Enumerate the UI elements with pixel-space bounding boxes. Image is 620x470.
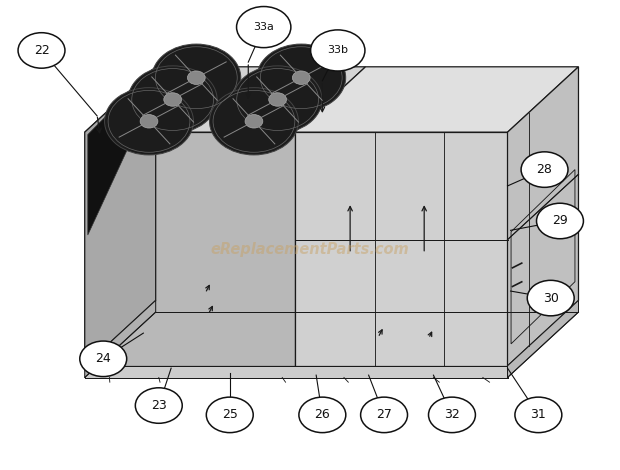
- Circle shape: [361, 397, 407, 432]
- Polygon shape: [85, 132, 294, 366]
- Text: 28: 28: [536, 163, 552, 176]
- Text: 27: 27: [376, 408, 392, 422]
- Circle shape: [128, 66, 217, 133]
- Polygon shape: [85, 300, 156, 377]
- Circle shape: [187, 71, 205, 85]
- Circle shape: [536, 203, 583, 239]
- Text: 33a: 33a: [254, 22, 274, 32]
- Circle shape: [299, 397, 346, 432]
- Circle shape: [152, 44, 241, 111]
- Circle shape: [428, 397, 476, 432]
- Polygon shape: [85, 366, 508, 377]
- Polygon shape: [294, 132, 508, 366]
- Polygon shape: [508, 67, 578, 366]
- Text: eReplacementParts.com: eReplacementParts.com: [211, 242, 409, 257]
- Circle shape: [206, 397, 253, 432]
- Circle shape: [164, 93, 182, 106]
- Circle shape: [521, 152, 568, 188]
- Text: 30: 30: [542, 291, 559, 305]
- Polygon shape: [88, 69, 153, 235]
- Circle shape: [80, 341, 126, 376]
- Circle shape: [268, 93, 286, 106]
- Text: 29: 29: [552, 214, 568, 227]
- Text: 26: 26: [314, 408, 330, 422]
- Text: 33b: 33b: [327, 46, 348, 55]
- Circle shape: [311, 30, 365, 71]
- Text: 23: 23: [151, 399, 167, 412]
- Circle shape: [140, 115, 158, 128]
- Polygon shape: [294, 67, 578, 132]
- Circle shape: [210, 88, 298, 155]
- Polygon shape: [85, 67, 156, 366]
- Circle shape: [257, 44, 346, 111]
- Circle shape: [18, 33, 65, 68]
- Text: 31: 31: [531, 408, 546, 422]
- Polygon shape: [85, 67, 366, 132]
- Text: 24: 24: [95, 352, 111, 365]
- Circle shape: [233, 66, 322, 133]
- Circle shape: [245, 115, 263, 128]
- Circle shape: [135, 388, 182, 423]
- Circle shape: [527, 280, 574, 316]
- Text: 22: 22: [33, 44, 50, 57]
- Text: 32: 32: [444, 408, 460, 422]
- Circle shape: [515, 397, 562, 432]
- Text: 25: 25: [222, 408, 237, 422]
- Circle shape: [237, 7, 291, 47]
- Circle shape: [293, 71, 310, 85]
- Circle shape: [105, 88, 193, 155]
- Polygon shape: [508, 300, 578, 377]
